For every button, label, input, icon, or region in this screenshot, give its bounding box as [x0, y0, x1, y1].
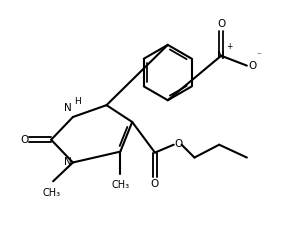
Text: O: O	[217, 19, 225, 29]
Text: O: O	[151, 179, 159, 189]
Text: H: H	[74, 97, 81, 106]
Text: CH₃: CH₃	[111, 180, 129, 190]
Text: ⁻: ⁻	[257, 52, 261, 61]
Text: O: O	[175, 139, 183, 149]
Text: O: O	[20, 135, 28, 145]
Text: N: N	[217, 51, 225, 61]
Text: N: N	[64, 158, 72, 168]
Text: CH₃: CH₃	[42, 188, 60, 198]
Text: +: +	[226, 42, 232, 51]
Text: N: N	[64, 103, 72, 113]
Text: O: O	[249, 61, 257, 71]
